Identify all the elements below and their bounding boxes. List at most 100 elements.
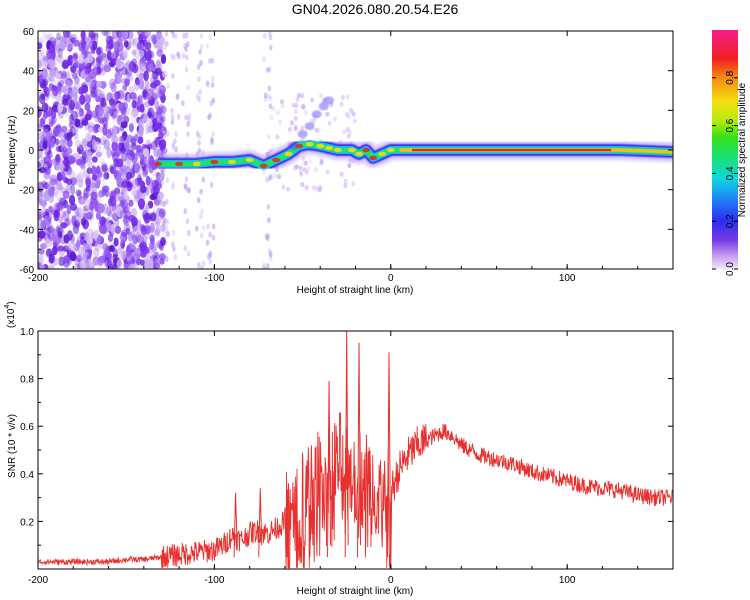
noise-speckle <box>75 254 83 262</box>
noise-speckle <box>271 105 276 112</box>
noise-speckle <box>156 48 163 57</box>
noise-speckle <box>199 32 204 39</box>
noise-speckle <box>132 38 138 48</box>
noise-speckle <box>300 125 305 131</box>
noise-speckle <box>349 108 354 114</box>
noise-speckle <box>174 131 178 138</box>
noise-speckle <box>81 86 89 94</box>
noise-speckle <box>95 55 104 64</box>
noise-speckle <box>123 215 129 225</box>
noise-speckle <box>84 175 93 185</box>
noise-speckle <box>80 197 86 206</box>
noise-speckle <box>57 102 64 113</box>
colorbar-ticks: 0.0 0.2 0.4 0.6 0.8 <box>712 70 738 276</box>
ridge-hotspot <box>210 159 219 165</box>
noise-speckle <box>86 253 92 263</box>
noise-speckle <box>159 127 164 134</box>
noise-speckle <box>38 106 43 117</box>
noise-speckle <box>131 99 137 109</box>
noise-speckle <box>118 167 125 175</box>
noise-speckle <box>347 163 352 169</box>
noise-speckle <box>272 172 277 179</box>
noise-speckle <box>162 70 168 79</box>
noise-speckle <box>38 131 44 141</box>
noise-speckle <box>142 91 150 101</box>
noise-speckle <box>55 127 63 139</box>
snr-axes: -200 -100 0 100 0.2 0.4 0.6 0.8 1.0 <box>20 327 674 586</box>
noise-speckle <box>142 89 148 98</box>
noise-speckle <box>135 226 141 235</box>
noise-speckle <box>106 206 112 216</box>
noise-speckle <box>76 174 82 183</box>
noise-speckle <box>144 204 150 212</box>
y-tick-label: 0 <box>28 146 34 157</box>
noise-speckle <box>160 53 167 65</box>
noise-speckle <box>117 38 123 48</box>
noise-speckle <box>85 36 92 43</box>
noise-speckle <box>75 158 83 166</box>
noise-speckle <box>197 96 201 103</box>
noise-speckle <box>51 110 57 120</box>
ridge-hotspot <box>245 157 254 163</box>
ridge-hotspot <box>316 143 325 149</box>
snr-peak <box>344 331 349 558</box>
noise-speckle <box>108 98 115 106</box>
noise-speckle <box>101 53 110 62</box>
noise-speckle <box>38 254 44 263</box>
noise-speckle <box>153 148 160 158</box>
noise-speckle <box>121 66 128 76</box>
noise-speckle <box>182 32 186 39</box>
noise-speckle <box>148 72 154 81</box>
noise-speckle <box>46 248 53 257</box>
noise-speckle <box>103 249 110 257</box>
noise-speckle <box>114 148 122 157</box>
noise-speckle <box>84 102 91 111</box>
noise-speckle <box>48 116 53 123</box>
noise-speckle <box>114 77 122 84</box>
noise-speckle <box>122 92 128 102</box>
noise-speckle <box>38 51 45 62</box>
noise-speckle <box>346 133 351 139</box>
noise-speckle <box>208 112 212 119</box>
x-tick-label: -100 <box>204 575 224 586</box>
noise-speckle <box>118 233 125 244</box>
noise-speckle <box>38 161 41 169</box>
noise-speckle <box>115 57 122 68</box>
noise-speckle <box>200 208 204 215</box>
noise-speckle <box>105 128 112 139</box>
noise-speckle <box>68 90 74 98</box>
noise-speckle <box>41 60 48 68</box>
noise-speckle <box>77 208 85 218</box>
noise-speckle <box>70 251 76 261</box>
noise-speckle <box>161 223 169 235</box>
noise-speckle <box>90 179 97 190</box>
noise-speckle <box>184 66 189 73</box>
noise-speckle <box>70 65 77 73</box>
noise-speckle <box>88 210 94 218</box>
noise-speckle <box>38 159 45 168</box>
noise-speckle <box>123 40 129 48</box>
noise-speckle <box>65 79 72 89</box>
svg-text:(x104): (x104) <box>4 301 17 328</box>
noise-speckle <box>52 245 58 256</box>
noise-speckle <box>127 264 135 269</box>
noise-speckle <box>60 40 66 51</box>
noise-speckle <box>57 183 64 191</box>
noise-speckle <box>333 116 338 122</box>
noise-speckle <box>46 52 53 61</box>
noise-speckle <box>162 41 168 51</box>
noise-speckle <box>267 217 271 224</box>
noise-speckle <box>137 94 143 104</box>
noise-speckle <box>57 79 65 87</box>
noise-speckle <box>66 230 73 241</box>
noise-speckle <box>48 195 54 204</box>
noise-speckle <box>101 188 108 196</box>
noise-speckle <box>105 206 112 217</box>
noise-speckle <box>98 189 106 198</box>
snr-plot-area <box>38 331 673 569</box>
noise-speckle <box>197 76 201 83</box>
y-tick-label: -20 <box>20 186 35 197</box>
noise-speckle <box>302 160 307 166</box>
noise-speckle <box>38 220 45 231</box>
noise-speckle <box>187 187 192 194</box>
